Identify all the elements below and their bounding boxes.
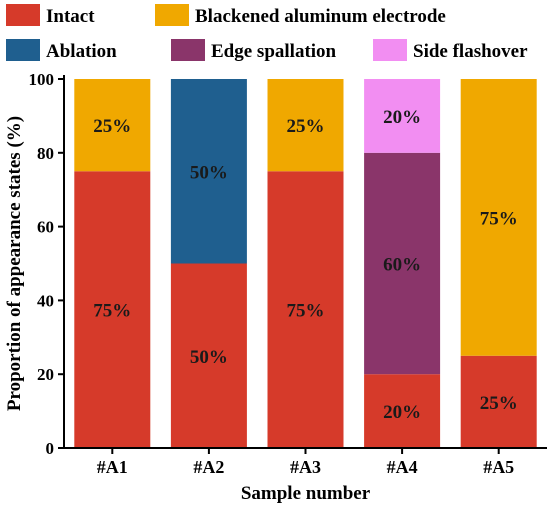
y-tick-label: 0 — [46, 439, 55, 458]
bar-stacks — [74, 79, 537, 448]
y-axis-label: Proportion of appearance states (%) — [4, 116, 25, 411]
bar-segment — [74, 171, 151, 448]
legend-label: Edge spallation — [211, 41, 337, 62]
x-axis-label: Sample number — [241, 483, 371, 504]
legend-swatch — [6, 39, 40, 61]
x-tick-label: #A4 — [387, 457, 418, 477]
legend-label: Blackened aluminum electrode — [195, 6, 446, 27]
legend-label: Intact — [46, 6, 95, 27]
data-labels: 75% 25% 50% 50% 75% 25% 20% 60% 20% 25% 75% — [93, 107, 517, 423]
y-tick-label: 40 — [37, 291, 54, 310]
bar-segment — [364, 79, 441, 153]
y-tick-label: 20 — [37, 365, 54, 384]
bar-segment — [267, 171, 344, 448]
data-label: 75% — [480, 208, 518, 229]
legend-swatch — [171, 39, 205, 61]
data-label: 50% — [190, 162, 228, 183]
x-tick-label: #A2 — [193, 457, 224, 477]
y-tick-label: 80 — [37, 144, 54, 163]
data-label: 50% — [190, 347, 228, 368]
data-label: 75% — [93, 301, 131, 322]
bar-segment — [170, 79, 247, 264]
x-tick-label: #A5 — [483, 457, 514, 477]
chart-legend: Intact Blackened aluminum electrode Ablati… — [6, 4, 528, 62]
legend-item: Side flashover — [373, 39, 528, 62]
data-label: 60% — [383, 255, 421, 276]
y-axis-ticks: 0 20 40 60 80 100 — [29, 70, 64, 458]
bar-segment — [460, 79, 537, 356]
data-label: 25% — [480, 393, 518, 414]
bar-segment — [267, 79, 344, 172]
legend-item: Ablation — [6, 39, 117, 62]
data-label: 25% — [287, 116, 325, 137]
data-label: 75% — [287, 301, 325, 322]
x-tick-label: #A3 — [290, 457, 321, 477]
x-tick-label: #A1 — [97, 457, 128, 477]
legend-item: Blackened aluminum electrode — [155, 4, 446, 27]
y-tick-label: 100 — [29, 70, 55, 89]
data-label: 20% — [383, 107, 421, 128]
legend-swatch — [6, 4, 40, 26]
legend-swatch — [373, 39, 407, 61]
legend-label: Ablation — [46, 41, 117, 62]
bar-segment — [364, 374, 441, 448]
bar-segment — [74, 79, 151, 172]
data-label: 25% — [93, 116, 131, 137]
y-tick-label: 60 — [37, 218, 54, 237]
x-axis-ticks: #A1 #A2 #A3 #A4 #A5 — [97, 448, 514, 477]
legend-item: Edge spallation — [171, 39, 337, 62]
bar-segment — [460, 355, 537, 448]
legend-label: Side flashover — [413, 41, 528, 62]
legend-swatch — [155, 4, 189, 26]
bar-segment — [170, 263, 247, 448]
data-label: 20% — [383, 402, 421, 423]
legend-item: Intact — [6, 4, 95, 27]
bar-segment — [364, 152, 441, 375]
